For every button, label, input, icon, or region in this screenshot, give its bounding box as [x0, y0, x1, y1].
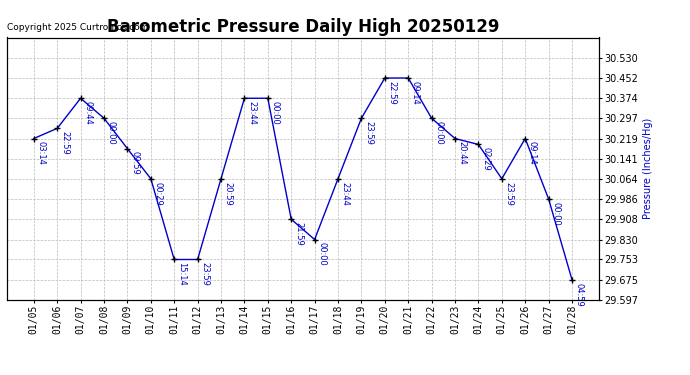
- Text: 04:59: 04:59: [575, 282, 584, 306]
- Title: Barometric Pressure Daily High 20250129: Barometric Pressure Daily High 20250129: [107, 18, 499, 36]
- Text: 00:00: 00:00: [435, 121, 444, 145]
- Text: 00:00: 00:00: [551, 202, 560, 225]
- Text: 09:59: 09:59: [130, 152, 139, 175]
- Text: 23:59: 23:59: [504, 182, 513, 206]
- Text: 03:14: 03:14: [37, 141, 46, 165]
- Text: 20:59: 20:59: [224, 182, 233, 205]
- Text: 02:29: 02:29: [481, 147, 490, 171]
- Text: Copyright 2025 Curtronics.com: Copyright 2025 Curtronics.com: [7, 23, 148, 32]
- Text: 00:00: 00:00: [270, 101, 279, 125]
- Text: 23:59: 23:59: [200, 262, 209, 286]
- Text: 22:59: 22:59: [60, 131, 69, 155]
- Text: 15:14: 15:14: [177, 262, 186, 286]
- Text: 23:44: 23:44: [341, 182, 350, 206]
- Text: 00:00: 00:00: [107, 121, 116, 145]
- Text: 09:44: 09:44: [83, 101, 92, 125]
- Text: 00:29: 00:29: [154, 182, 163, 205]
- Text: 23:44: 23:44: [247, 101, 256, 125]
- Text: 09:14: 09:14: [528, 141, 537, 165]
- Text: 22:59: 22:59: [388, 81, 397, 105]
- Text: 21:59: 21:59: [294, 222, 303, 246]
- Text: 23:59: 23:59: [364, 121, 373, 145]
- Text: 00:00: 00:00: [317, 242, 326, 266]
- Text: 20:44: 20:44: [457, 141, 467, 165]
- Y-axis label: Pressure (Inches/Hg): Pressure (Inches/Hg): [642, 118, 653, 219]
- Text: 09:14: 09:14: [411, 81, 420, 105]
